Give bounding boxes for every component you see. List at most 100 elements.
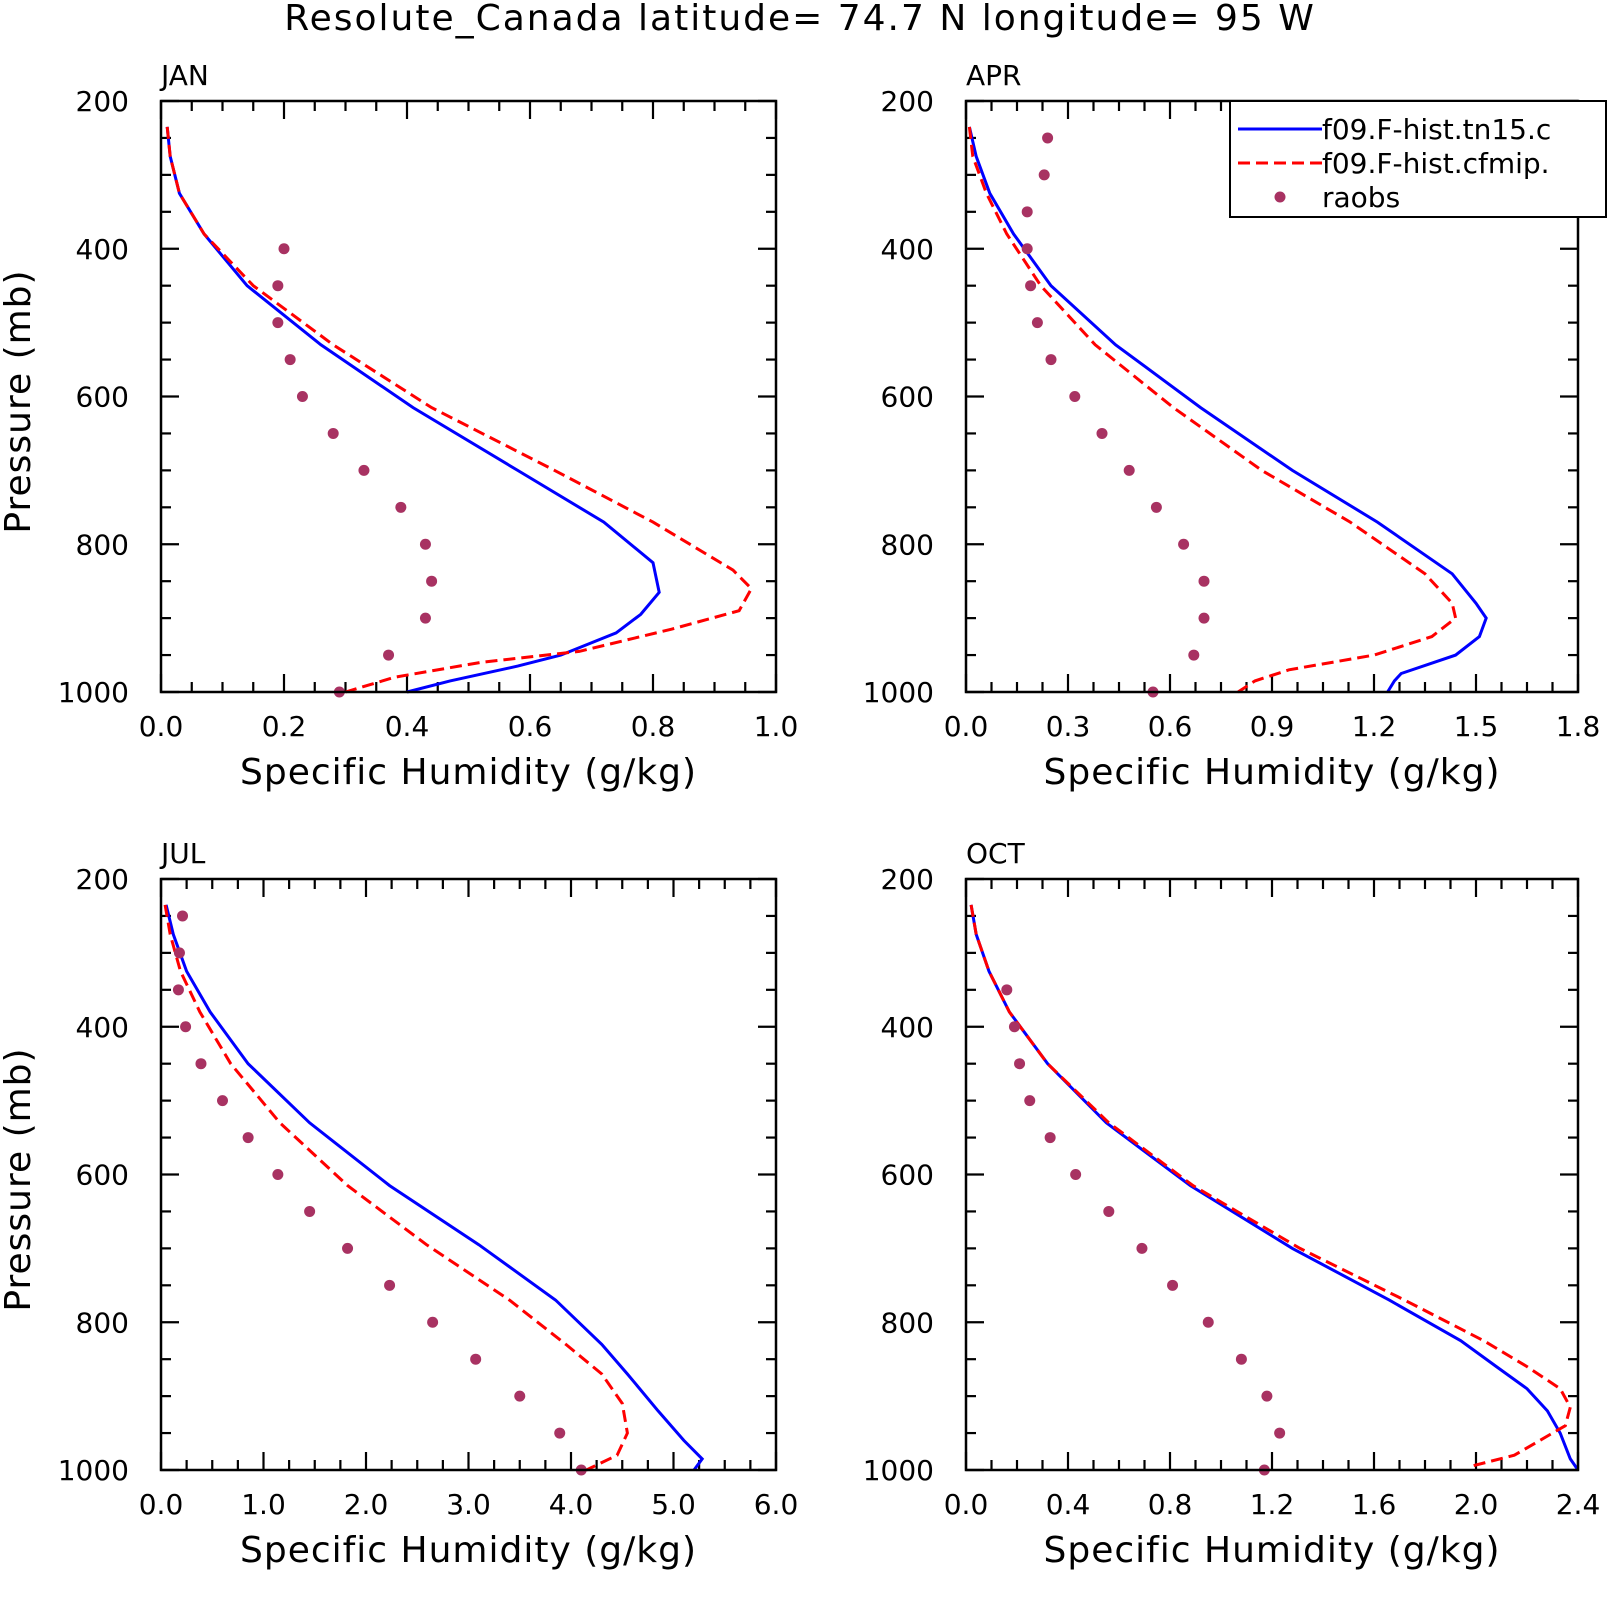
axis-ticks [964, 877, 1580, 1472]
raobs-point [1008, 1021, 1020, 1033]
x-tick-label: 0.4 [385, 710, 430, 743]
raobs-point [1235, 1353, 1247, 1365]
x-tick-label: 0.0 [139, 710, 184, 743]
raobs-point [1202, 1316, 1214, 1328]
plot-frame [159, 99, 778, 694]
x-tick-label: 0.6 [1148, 710, 1193, 743]
x-tick-label: 0.0 [139, 1488, 184, 1521]
raobs-point [1103, 1205, 1115, 1217]
raobs-point [426, 575, 438, 587]
x-tick-label: 0.2 [262, 710, 307, 743]
raobs-point [173, 947, 185, 959]
raobs-point [1038, 169, 1050, 181]
series-raobs [1021, 132, 1210, 698]
raobs-point [1021, 243, 1033, 255]
legend-label: f09.F-hist.tn15.c [1322, 113, 1551, 146]
panel-label: APR [966, 59, 1022, 92]
y-tick-label: 800 [881, 528, 934, 561]
raobs-point [217, 1095, 228, 1107]
x-tick-label: 2.0 [1454, 1488, 1499, 1521]
raobs-point [358, 464, 370, 476]
x-axis-label: Specific Humidity (g/kg) [240, 752, 697, 793]
y-tick-label: 400 [881, 1011, 934, 1044]
x-tick-label: 1.2 [1352, 710, 1397, 743]
y-tick-label: 200 [76, 85, 129, 118]
raobs-point [177, 910, 189, 922]
y-tick-label: 600 [76, 381, 129, 414]
raobs-point [1021, 206, 1033, 218]
raobs-point [1136, 1242, 1148, 1254]
panel-label: JUL [159, 837, 206, 870]
raobs-point [272, 1169, 284, 1180]
x-tick-label: 1.5 [1454, 710, 1499, 743]
y-tick-label: 1000 [58, 676, 129, 709]
legend-label: raobs [1322, 181, 1400, 214]
x-tick-label: 0.8 [1148, 1488, 1193, 1521]
series-line-tn15 [164, 904, 705, 1471]
raobs-point [1261, 1390, 1273, 1402]
y-tick-label: 200 [76, 863, 129, 896]
raobs-point [514, 1390, 526, 1402]
x-tick-label: 4.0 [549, 1488, 594, 1521]
raobs-point [1198, 575, 1210, 587]
y-tick-label: 800 [881, 1306, 934, 1339]
x-tick-label: 0.4 [1046, 1488, 1091, 1521]
x-tick-label: 6.0 [754, 1488, 799, 1521]
y-tick-label: 400 [76, 233, 129, 266]
plot-frame [964, 877, 1580, 1472]
raobs-point [427, 1316, 439, 1328]
raobs-point [1042, 132, 1054, 144]
raobs-point [383, 649, 395, 661]
figure-title: Resolute_Canada latitude= 74.7 N longitu… [284, 0, 1316, 39]
raobs-point [1070, 1169, 1082, 1180]
raobs-point [419, 538, 431, 550]
x-axis-label: Specific Humidity (g/kg) [1043, 752, 1500, 793]
raobs-point [1178, 538, 1190, 550]
x-tick-label: 0.0 [944, 1488, 989, 1521]
legend-box [1229, 100, 1607, 218]
raobs-point [180, 1021, 192, 1033]
raobs-point [284, 354, 296, 366]
raobs-point [1096, 427, 1108, 439]
axis-ticks [159, 877, 778, 1472]
y-tick-label: 600 [76, 1159, 129, 1192]
raobs-point [1044, 1132, 1056, 1144]
series-line-cfmip [969, 904, 1572, 1468]
x-tick-label: 1.0 [241, 1488, 286, 1521]
y-tick-label: 400 [881, 233, 934, 266]
series-line-cfmip [163, 904, 629, 1472]
y-tick-label: 200 [881, 863, 934, 896]
x-tick-label: 1.8 [1556, 710, 1601, 743]
x-tick-label: 0.8 [631, 710, 676, 743]
y-tick-label: 1000 [863, 1454, 934, 1487]
x-tick-label: 2.4 [1556, 1488, 1601, 1521]
y-tick-label: 200 [881, 85, 934, 118]
y-tick-label: 1000 [863, 676, 934, 709]
raobs-point [384, 1279, 396, 1291]
legend-label: f09.F-hist.cfmip. [1322, 147, 1550, 180]
raobs-point [195, 1058, 207, 1070]
raobs-point [327, 427, 339, 439]
raobs-point [272, 317, 284, 329]
raobs-point [1198, 612, 1210, 624]
raobs-point [1167, 1279, 1179, 1291]
raobs-point [1001, 984, 1013, 996]
x-axis-label: Specific Humidity (g/kg) [240, 1530, 697, 1571]
raobs-point [1045, 354, 1057, 366]
x-tick-label: 2.0 [344, 1488, 389, 1521]
raobs-point [172, 984, 184, 996]
axis-ticks [159, 99, 778, 694]
raobs-point [342, 1242, 354, 1254]
panel-apr: 0.0 0.3 0.6 0.9 1.2 1.5 1.8 200 400 600 800 1000 APR… [863, 59, 1601, 793]
series-raobs [272, 243, 438, 698]
raobs-point [1274, 1427, 1286, 1439]
y-tick-label: 1000 [58, 1454, 129, 1487]
raobs-point [278, 243, 290, 255]
x-tick-label: 1.0 [754, 710, 799, 743]
raobs-point [395, 501, 407, 513]
raobs-point [304, 1205, 316, 1217]
x-tick-label: 0.9 [1250, 710, 1295, 743]
raobs-point [1024, 1095, 1036, 1107]
